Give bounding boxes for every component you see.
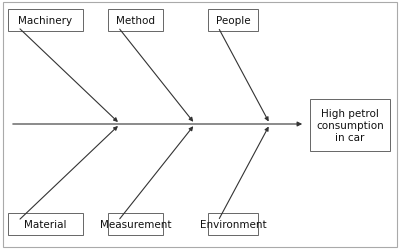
- Text: People: People: [216, 16, 250, 26]
- FancyBboxPatch shape: [310, 100, 390, 152]
- Text: Method: Method: [116, 16, 155, 26]
- FancyBboxPatch shape: [108, 10, 163, 32]
- FancyBboxPatch shape: [8, 213, 83, 235]
- Text: Measurement: Measurement: [100, 219, 171, 229]
- FancyBboxPatch shape: [108, 213, 163, 235]
- Text: High petrol
consumption
in car: High petrol consumption in car: [316, 109, 384, 142]
- Text: Material: Material: [24, 219, 67, 229]
- Text: Machinery: Machinery: [18, 16, 72, 26]
- FancyBboxPatch shape: [208, 213, 258, 235]
- FancyBboxPatch shape: [8, 10, 83, 32]
- Text: Environment: Environment: [200, 219, 266, 229]
- FancyBboxPatch shape: [208, 10, 258, 32]
